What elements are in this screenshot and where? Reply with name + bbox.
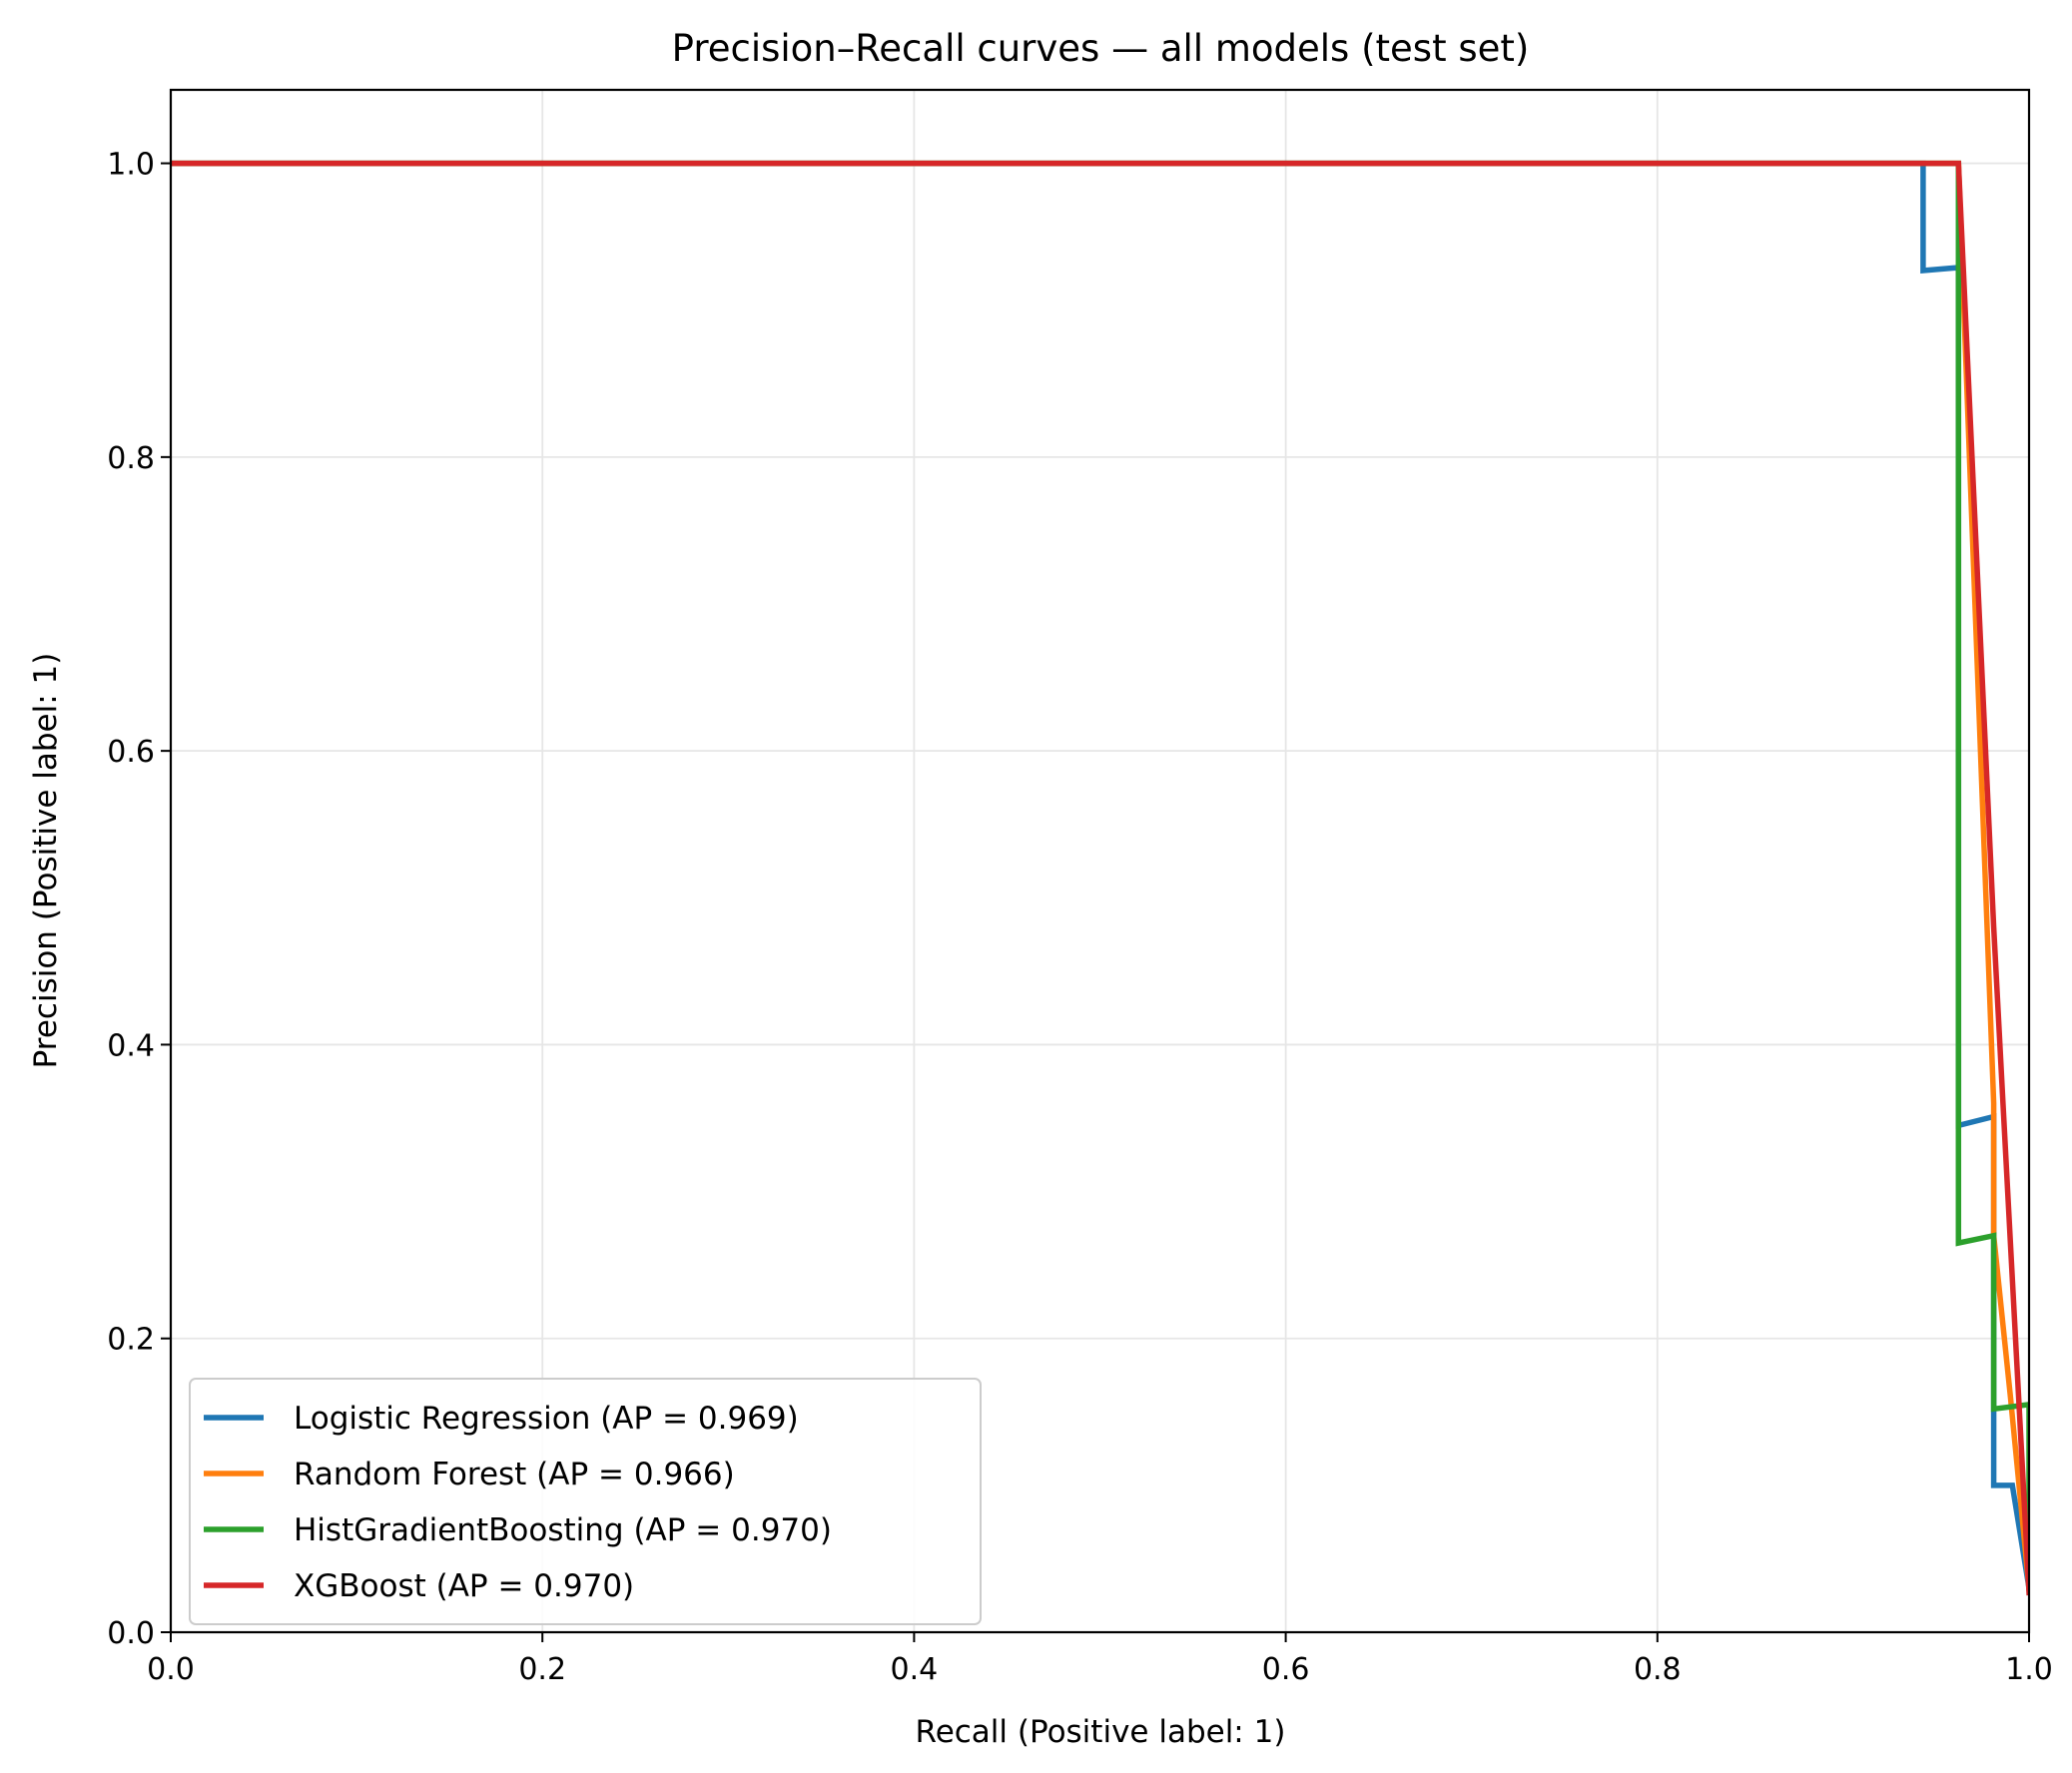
x-tick-label: 0.4 — [891, 1652, 939, 1687]
chart-title: Precision–Recall curves — all models (te… — [672, 27, 1530, 70]
plot-frame — [169, 88, 2031, 1634]
legend-label: Random Forest (AP = 0.966) — [294, 1457, 735, 1492]
legend-label: HistGradientBoosting (AP = 0.970) — [294, 1512, 832, 1548]
legend: Logistic Regression (AP = 0.969) Random F… — [189, 1378, 982, 1625]
series-line-xgboost — [171, 160, 2029, 1596]
x-tick-label: 0.6 — [1262, 1652, 1310, 1687]
series-line-histgradientboosting — [171, 160, 2029, 1591]
legend-label: XGBoost (AP = 0.970) — [294, 1568, 634, 1604]
x-tick-label: 0.8 — [1634, 1652, 1682, 1687]
legend-label: Logistic Regression (AP = 0.969) — [294, 1401, 799, 1437]
axis-ticks: 0.0 0.2 0.4 0.6 0.8 1.0 0.0 0.2 0.4 0.6 0.8 1.0 — [107, 148, 2053, 1687]
y-tick-label: 0.8 — [107, 441, 155, 476]
x-tick-label: 0.0 — [147, 1652, 195, 1687]
y-tick-label: 0.2 — [107, 1323, 155, 1358]
x-axis-label: Recall (Positive label: 1) — [916, 1714, 1286, 1750]
y-tick-label: 0.6 — [107, 735, 155, 770]
plot-area — [171, 160, 2029, 1596]
y-axis-label: Precision (Positive label: 1) — [28, 653, 64, 1069]
legend-box — [189, 1378, 982, 1625]
y-tick-label: 1.0 — [107, 148, 155, 183]
series-line-random-forest — [171, 160, 2029, 1591]
y-tick-label: 0.4 — [107, 1028, 155, 1063]
x-tick-label: 0.2 — [518, 1652, 566, 1687]
series-line-logistic-regression — [171, 160, 2029, 1592]
y-tick-label: 0.0 — [107, 1616, 155, 1651]
x-tick-label: 1.0 — [2005, 1652, 2053, 1687]
